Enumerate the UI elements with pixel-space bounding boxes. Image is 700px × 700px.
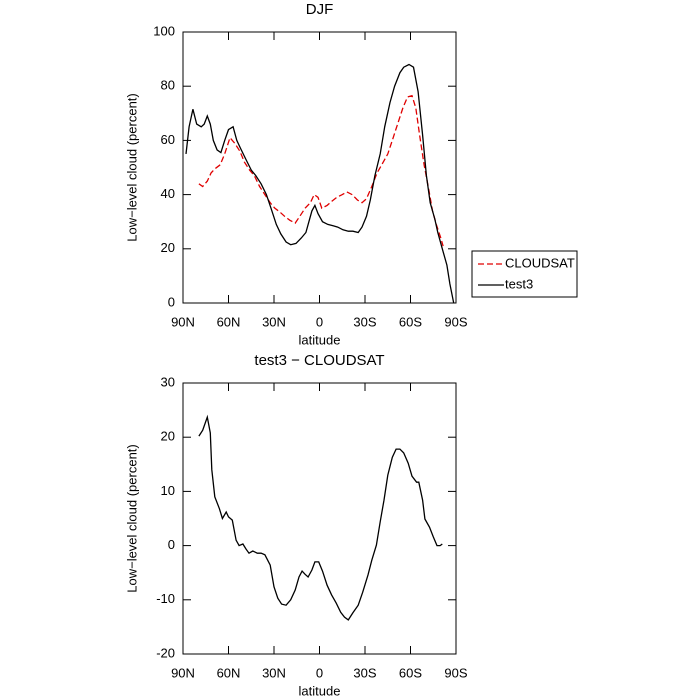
x-tick-label: 0 <box>316 665 323 680</box>
x-tick-label: 60S <box>399 314 422 329</box>
x-tick-label: 90N <box>171 314 195 329</box>
x-tick-label: 60S <box>399 665 422 680</box>
x-tick-label: 90S <box>444 665 467 680</box>
x-tick-label: 30S <box>353 665 376 680</box>
x-axis-label: latitude <box>299 332 341 347</box>
x-axis-label: latitude <box>299 683 341 698</box>
x-tick-label: 30S <box>353 314 376 329</box>
x-tick-label: 60N <box>217 665 241 680</box>
data-line <box>185 63 455 304</box>
x-tick-label: 0 <box>316 314 323 329</box>
x-tick-label: 90S <box>444 314 467 329</box>
y-axis-label: Low−level cloud (percent) <box>124 444 139 593</box>
x-tick-label: 60N <box>217 314 241 329</box>
y-tick-label: 20 <box>161 240 175 255</box>
chart-title: DJF <box>306 1 334 18</box>
y-tick-label: 40 <box>161 186 175 201</box>
legend-box <box>471 250 578 298</box>
y-tick-label: 60 <box>161 132 175 147</box>
y-tick-label: 0 <box>168 537 175 552</box>
x-tick-label: 30N <box>262 665 286 680</box>
y-tick-label: -20 <box>156 645 175 660</box>
chart-title: test3 − CLOUDSAT <box>254 352 384 369</box>
y-tick-label: 10 <box>161 483 175 498</box>
y-tick-label: 20 <box>161 429 175 444</box>
x-tick-label: 90N <box>171 665 195 680</box>
y-tick-label: 0 <box>168 294 175 309</box>
y-tick-label: 80 <box>161 78 175 93</box>
y-tick-label: -10 <box>156 591 175 606</box>
y-tick-label: 100 <box>153 23 175 38</box>
plot-frame <box>182 382 457 655</box>
data-line <box>198 94 444 247</box>
data-line <box>198 414 443 621</box>
x-tick-label: 30N <box>262 314 286 329</box>
legend-label: test3 <box>505 276 533 291</box>
y-axis-label: Low−level cloud (percent) <box>124 93 139 242</box>
y-tick-label: 30 <box>161 374 175 389</box>
legend-label: CLOUDSAT <box>505 255 575 270</box>
